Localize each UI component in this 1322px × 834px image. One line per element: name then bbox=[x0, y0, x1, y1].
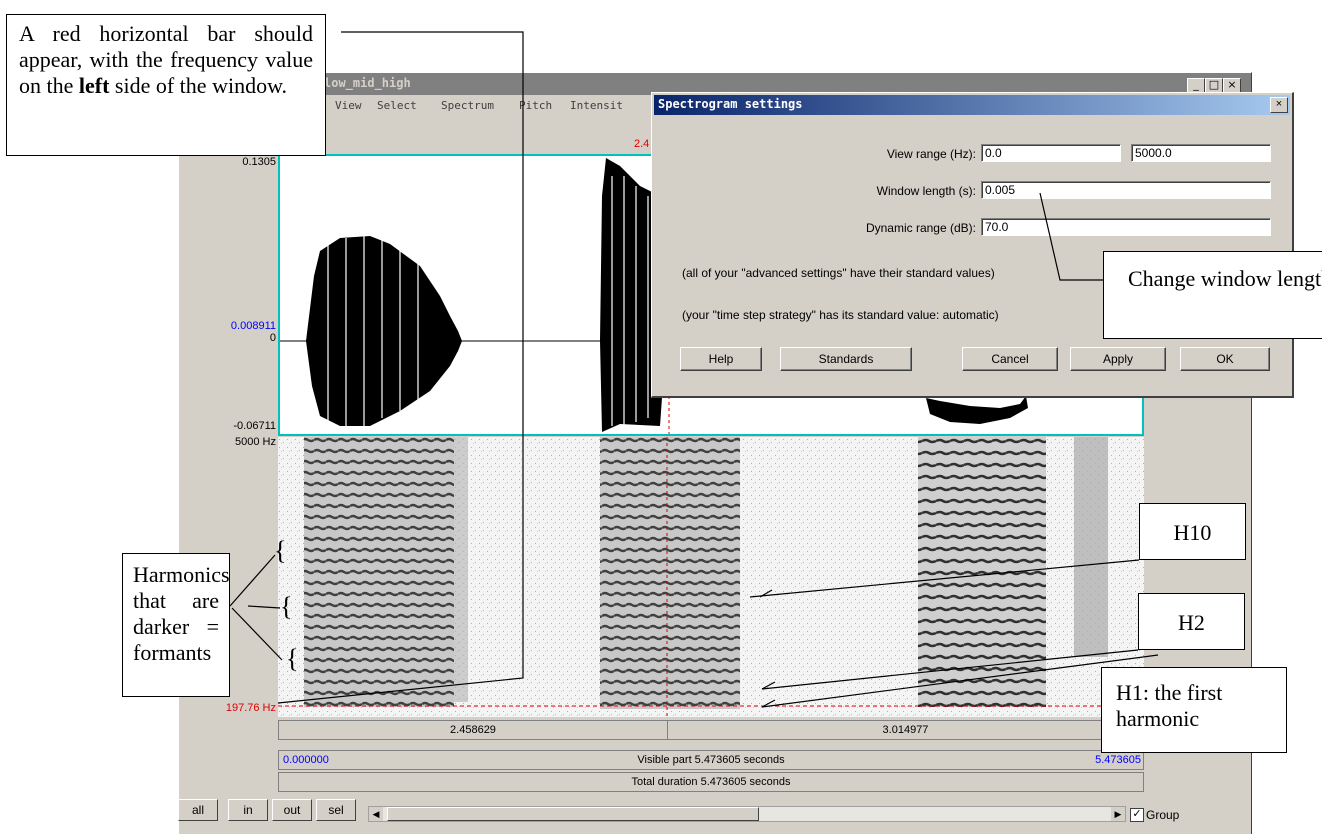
time-step-note: (your "time step strategy" has its stand… bbox=[682, 308, 999, 322]
menu-bar: View Select Spectrum Pitch Intensit bbox=[179, 95, 1251, 117]
waveform-segment-2 bbox=[600, 158, 666, 432]
cancel-button[interactable]: Cancel bbox=[962, 347, 1058, 371]
waveform-y-top: 0.1305 bbox=[242, 156, 276, 168]
h2-arrow-head bbox=[761, 681, 776, 690]
waveform-segment-2-texture bbox=[611, 176, 649, 426]
help-button[interactable]: Help bbox=[680, 347, 762, 371]
dialog-title: Spectrogram settings bbox=[658, 97, 803, 111]
spectrogram-svg bbox=[278, 437, 1144, 717]
ok-button[interactable]: OK bbox=[1180, 347, 1270, 371]
h10-arrow-head bbox=[759, 589, 773, 598]
brace-mid: { bbox=[280, 592, 293, 621]
harmonics-line-mid bbox=[247, 605, 281, 609]
zoom-out-button[interactable]: out bbox=[272, 799, 312, 821]
menu-spectrum[interactable]: Spectrum bbox=[441, 99, 494, 112]
h10-arrow bbox=[749, 559, 1140, 598]
menu-view[interactable]: View bbox=[335, 99, 362, 112]
visible-start: 0.000000 bbox=[283, 754, 329, 766]
red-bar-callout-line bbox=[277, 31, 524, 704]
waveform-svg bbox=[280, 156, 1142, 434]
h1-arrow-head bbox=[761, 699, 776, 708]
cursor-time-top: 2.4 bbox=[634, 138, 650, 150]
group-label: Group bbox=[1146, 808, 1180, 822]
red-bar-annotation: A red horizontal bar should appear, with… bbox=[6, 14, 326, 156]
dynamic-range-input[interactable]: 70.0 bbox=[981, 218, 1271, 236]
waveform-y-zero: 0 bbox=[269, 332, 276, 344]
h2-annotation: H2 bbox=[1138, 593, 1245, 650]
dynamic-range-label: Dynamic range (dB): bbox=[865, 221, 976, 235]
red-bar-annotation-post: side of the window. bbox=[109, 73, 288, 98]
spectrogram-vowel-1 bbox=[304, 437, 454, 707]
menu-pitch[interactable]: Pitch bbox=[519, 99, 553, 112]
dialog-titlebar[interactable]: Spectrogram settings × bbox=[654, 95, 1290, 115]
view-range-label: View range (Hz): bbox=[886, 147, 976, 161]
window-length-input[interactable]: 0.005 bbox=[981, 181, 1271, 199]
scrollbar-thumb[interactable] bbox=[387, 807, 759, 821]
close-icon: × bbox=[1227, 78, 1237, 91]
window-title: low_mid_high bbox=[324, 76, 411, 90]
h2-arrow bbox=[761, 649, 1139, 690]
h2-label: H2 bbox=[1178, 610, 1205, 635]
dialog-close-button[interactable]: × bbox=[1270, 97, 1288, 113]
window-change-text: Change window length to 0.025. bbox=[1128, 266, 1322, 291]
window-change-annotation: Change window length to 0.025. bbox=[1103, 251, 1322, 339]
red-bar-annotation-pre: A red horizontal bar should appear, with… bbox=[19, 21, 313, 98]
brace-bottom: { bbox=[286, 644, 299, 673]
scroll-right-arrow-icon[interactable]: ▶ bbox=[1111, 807, 1125, 821]
red-bar-annotation-bold: left bbox=[78, 73, 110, 98]
spectrogram-y-cursor: 197.76 Hz bbox=[225, 702, 276, 714]
spectrogram-settings-dialog: Spectrogram settings × View range (Hz): … bbox=[651, 92, 1294, 398]
apply-button[interactable]: Apply bbox=[1070, 347, 1166, 371]
brace-top: { bbox=[274, 536, 287, 565]
window-titlebar[interactable]: low_mid_high _ □ × bbox=[179, 73, 1251, 95]
harmonics-text: Harmonics that are darker = formants bbox=[133, 562, 230, 665]
spectrogram-fricative-3 bbox=[1074, 437, 1108, 657]
waveform-segment-3 bbox=[926, 396, 1028, 424]
view-range-from-input[interactable]: 0.0 bbox=[981, 144, 1121, 162]
h1-label: H1: the first harmonic bbox=[1116, 680, 1223, 731]
h1-annotation: H1: the first harmonic bbox=[1101, 667, 1287, 753]
window-length-label: Window length (s): bbox=[876, 184, 976, 198]
window-length-callout-line bbox=[1039, 192, 1103, 281]
harmonics-annotation: Harmonics that are darker = formants bbox=[122, 553, 230, 697]
selection-row[interactable]: 2.458629 3.014977 bbox=[278, 720, 1144, 740]
close-icon: × bbox=[1275, 98, 1283, 110]
harmonics-line-top bbox=[229, 554, 276, 607]
advanced-settings-note: (all of your "advanced settings" have th… bbox=[682, 266, 995, 280]
minimize-icon: _ bbox=[1193, 78, 1199, 91]
waveform-y-mid: 0.008911 bbox=[230, 320, 276, 332]
time-right-segment: 3.014977 bbox=[882, 724, 929, 736]
menu-select[interactable]: Select bbox=[377, 99, 417, 112]
time-left-segment: 2.458629 bbox=[450, 724, 496, 736]
zoom-in-button[interactable]: in bbox=[228, 799, 268, 821]
scroll-left-arrow-icon[interactable]: ◀ bbox=[369, 807, 383, 821]
visible-part-label: Visible part 5.473605 seconds bbox=[637, 754, 785, 766]
total-duration-label: Total duration 5.473605 seconds bbox=[631, 776, 791, 788]
waveform-segment-1 bbox=[306, 236, 462, 426]
total-duration-row[interactable]: Total duration 5.473605 seconds bbox=[278, 772, 1144, 792]
h10-label: H10 bbox=[1173, 520, 1212, 545]
spectrogram-vowel-2 bbox=[600, 437, 740, 709]
time-divider bbox=[667, 721, 668, 739]
waveform-y-bottom: -0.06711 bbox=[233, 420, 276, 432]
group-checkbox[interactable]: ✓ bbox=[1130, 808, 1144, 822]
h1-arrow bbox=[761, 654, 1159, 708]
menu-intensity[interactable]: Intensit bbox=[570, 99, 623, 112]
checkmark-icon: ✓ bbox=[1132, 808, 1142, 820]
visible-part-row[interactable]: 0.000000 Visible part 5.473605 seconds 5… bbox=[278, 750, 1144, 770]
spectrogram-panel[interactable] bbox=[278, 437, 1144, 717]
h10-annotation: H10 bbox=[1139, 503, 1246, 560]
harmonics-line-bottom bbox=[231, 607, 283, 661]
horizontal-scrollbar[interactable]: ◀ ▶ bbox=[368, 806, 1126, 822]
standards-button[interactable]: Standards bbox=[780, 347, 912, 371]
view-range-to-input[interactable]: 5000.0 bbox=[1131, 144, 1271, 162]
zoom-selection-button[interactable]: sel bbox=[316, 799, 356, 821]
spectrogram-fricative-1 bbox=[454, 437, 468, 702]
visible-end: 5.473605 bbox=[1095, 754, 1141, 766]
waveform-segment-1-texture bbox=[327, 236, 419, 426]
maximize-icon: □ bbox=[1208, 78, 1220, 91]
zoom-all-button[interactable]: all bbox=[178, 799, 218, 821]
spectrogram-y-top: 5000 Hz bbox=[235, 436, 276, 448]
